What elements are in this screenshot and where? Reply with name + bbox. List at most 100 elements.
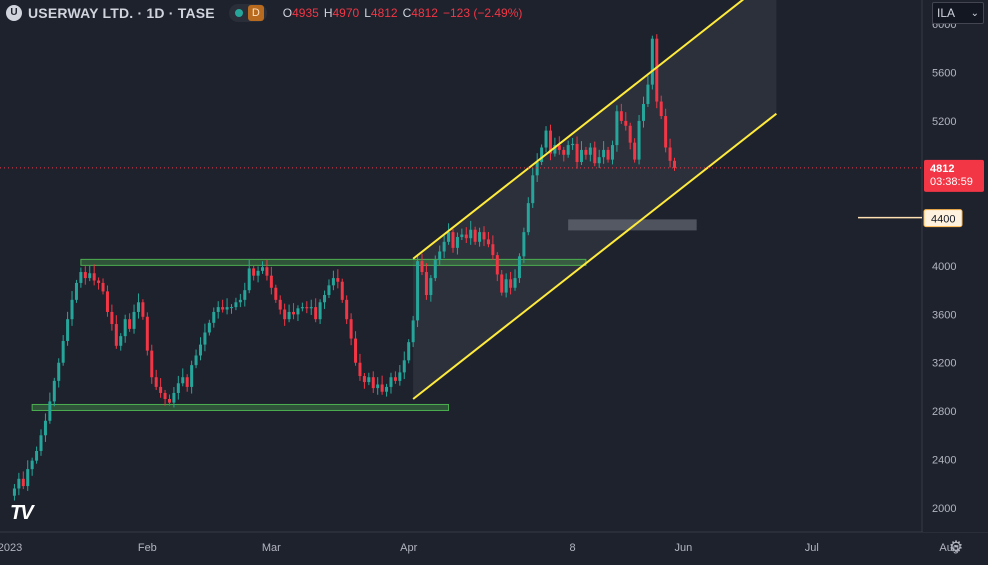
candle[interactable] [606,149,610,160]
candle[interactable] [17,478,21,489]
candle[interactable] [447,232,451,242]
current-price-tag[interactable] [924,159,984,192]
candle[interactable] [52,380,56,402]
candle[interactable] [602,149,606,158]
candle[interactable] [526,203,530,233]
candle[interactable] [354,338,358,363]
candle[interactable] [495,255,499,275]
candle[interactable] [429,278,433,296]
candle[interactable] [216,307,220,312]
candle[interactable] [128,319,132,329]
candle[interactable] [150,350,154,378]
candle[interactable] [637,120,641,160]
candle[interactable] [265,267,269,276]
candle[interactable] [655,38,659,102]
candle[interactable] [420,261,424,273]
horizontal-zone[interactable] [80,258,587,266]
candle[interactable] [176,383,180,393]
candle[interactable] [185,377,189,387]
candle[interactable] [292,311,296,315]
candle[interactable] [424,272,428,296]
candle[interactable] [659,101,663,117]
candle[interactable] [460,234,464,237]
horizontal-zone[interactable] [31,403,450,411]
candle[interactable] [451,232,455,248]
candle[interactable] [442,241,446,252]
candle[interactable] [83,272,87,279]
candle[interactable] [97,280,101,283]
candle[interactable] [664,116,668,148]
candle[interactable] [327,285,331,296]
candle[interactable] [402,360,406,373]
candle[interactable] [26,469,30,487]
candle[interactable] [92,273,96,281]
candle[interactable] [588,147,592,155]
candle[interactable] [336,278,340,282]
candle[interactable] [154,377,158,387]
candle[interactable] [509,279,513,288]
candle[interactable] [314,307,318,320]
candle[interactable] [243,290,247,300]
level-price-tag[interactable] [923,209,963,228]
candle[interactable] [212,311,216,323]
candle[interactable] [464,234,468,239]
market-status-pill[interactable]: D [228,4,267,22]
candle[interactable] [21,478,25,487]
candle[interactable] [190,365,194,387]
candle[interactable] [12,488,16,496]
candle[interactable] [486,239,490,245]
candle[interactable] [411,320,415,343]
candle[interactable] [349,319,353,339]
candle[interactable] [438,251,442,260]
candle[interactable] [35,450,39,461]
candle[interactable] [478,232,482,242]
candle[interactable] [181,377,185,384]
candle[interactable] [362,376,366,383]
candle[interactable] [296,308,300,315]
symbol-title[interactable]: USERWAY LTD. · 1D · TASE [28,5,215,21]
candle[interactable] [619,111,623,121]
candle[interactable] [48,401,52,421]
candle[interactable] [367,377,371,383]
channel-lower-line[interactable] [412,112,778,400]
candle[interactable] [247,268,251,291]
candle[interactable] [376,384,380,389]
candle[interactable] [380,384,384,392]
candle[interactable] [70,299,74,320]
candle[interactable] [504,279,508,293]
candle[interactable] [230,307,233,309]
candle[interactable] [557,145,561,150]
candle[interactable] [256,270,260,276]
candle[interactable] [579,149,583,163]
candle[interactable] [389,377,393,387]
candle[interactable] [167,399,171,403]
candle[interactable] [110,311,114,325]
candle[interactable] [57,362,61,381]
candle[interactable] [517,256,521,279]
candle[interactable] [482,232,486,240]
candle[interactable] [491,244,495,256]
candle[interactable] [500,274,504,293]
candle[interactable] [101,282,105,292]
candle[interactable] [633,142,637,160]
candle[interactable] [522,232,526,257]
candle[interactable] [531,175,535,204]
candle[interactable] [221,307,225,310]
candle[interactable] [163,392,167,399]
candle[interactable] [119,336,123,346]
candle[interactable] [469,229,473,239]
candle[interactable] [43,420,47,436]
candle[interactable] [172,392,176,403]
candle[interactable] [252,268,256,276]
candle[interactable] [274,287,278,300]
currency-select[interactable]: ILA ⌄ [932,2,984,24]
candle[interactable] [323,295,327,303]
candle[interactable] [300,307,304,309]
candle[interactable] [641,103,645,121]
candle[interactable] [433,259,437,279]
candle[interactable] [597,157,601,164]
channel-upper-line[interactable] [412,0,776,260]
candle[interactable] [673,160,676,168]
candle[interactable] [61,340,65,363]
candle[interactable] [278,299,282,310]
